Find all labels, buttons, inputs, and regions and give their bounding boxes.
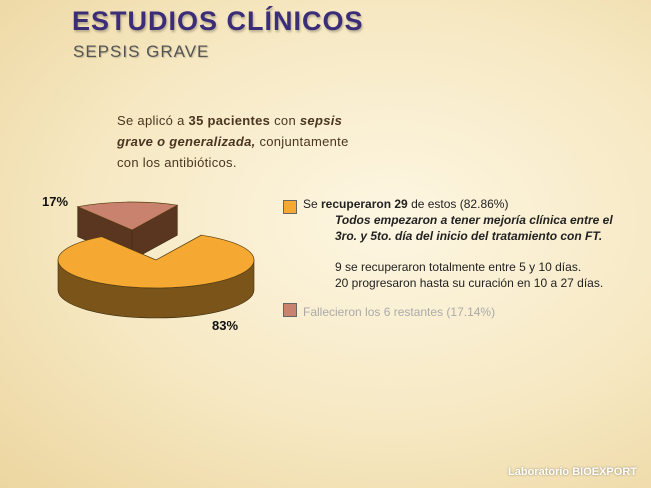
footer-brand: BIOEXPORT [572,466,637,478]
intro-text: Se aplicó a 35 pacientes con sepsis grav… [117,110,352,173]
legend-text: de estos (82.86%) [407,197,509,211]
slide-title: ESTUDIOS CLÍNICOS [72,6,364,36]
footer-prefix: Laboratorio [508,466,573,478]
intro-part: conjuntamente con los antibióticos. [117,134,349,170]
intro-part: con [270,113,300,128]
data-label-0: 83% [212,318,238,333]
data-label-1: 17% [42,194,68,209]
detail-italic: Todos empezaron a tener mejoría clínica … [335,213,613,243]
footer-credit: Laboratorio BIOEXPORT [508,466,637,478]
slide-subtitle: SEPSIS GRAVE [73,42,210,61]
pie-slice-fallecieron [76,201,179,231]
legend-swatch-deceased [283,303,297,317]
legend-bold: recuperaron 29 [321,197,408,211]
pie-slice-se-recuperaron [57,234,255,289]
intro-condition: sepsis grave o generalizada, [117,113,343,149]
intro-patients: 35 pacientes [188,113,271,128]
detail-line-1: 9 se recuperaron totalmente entre 5 y 10… [335,260,582,274]
legend-swatch-recovered [283,200,297,214]
intro-part: Se aplicó a [117,113,189,128]
legend-text: Se [303,197,322,211]
legend-item-deceased: Fallecieron los 6 restantes (17.14%) [303,305,496,319]
legend-item-recovered: Se recuperaron 29 de estos (82.86%) [303,197,508,211]
detail-line-2: 20 progresaron hasta su curación en 10 a… [335,276,604,290]
